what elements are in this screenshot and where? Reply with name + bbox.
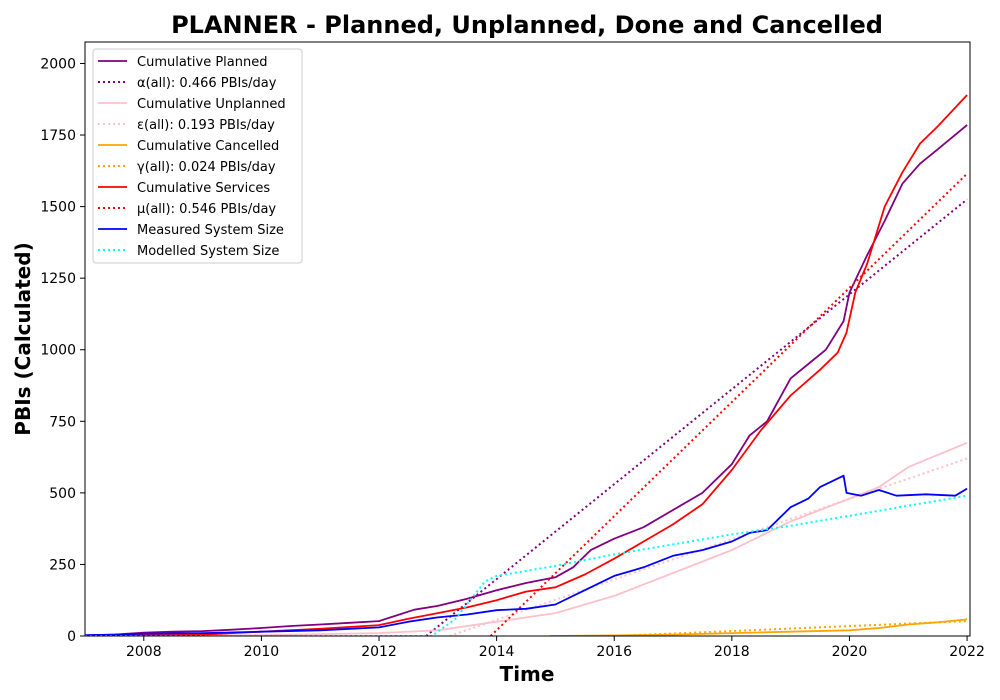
y-tick-label: 1750 — [40, 128, 76, 144]
legend-label: μ(all): 0.546 PBIs/day — [137, 202, 276, 217]
y-tick-label: 250 — [49, 557, 76, 573]
series-line-8 — [85, 474, 968, 636]
legend-label: Cumulative Unplanned — [137, 97, 286, 112]
legend: Cumulative Planned α(all): 0.466 PBIs/day… — [92, 48, 303, 264]
series-line-6 — [85, 94, 968, 636]
series-line-7 — [490, 172, 968, 636]
legend-label: Modelled System Size — [137, 244, 279, 259]
x-tick-label: 2010 — [244, 644, 280, 660]
legend-label: α(all): 0.466 PBIs/day — [137, 76, 277, 91]
legend-label: Measured System Size — [137, 223, 284, 238]
x-tick-label: 2022 — [949, 644, 985, 660]
legend-label: γ(all): 0.024 PBIs/day — [137, 160, 276, 175]
series-line-2 — [85, 441, 968, 636]
legend-label: ε(all): 0.193 PBIs/day — [137, 118, 275, 133]
series-line-1 — [425, 198, 968, 636]
x-tick-label: 2014 — [479, 644, 515, 660]
legend-label: Cumulative Services — [137, 181, 270, 196]
y-axis: 0 250 500 750 1000 1250 1500 1750 2000 — [40, 56, 85, 645]
y-tick-label: 750 — [49, 414, 76, 430]
x-tick-label: 2008 — [126, 644, 162, 660]
y-axis-label: PBIs (Calculated) — [11, 242, 35, 435]
series-line-0 — [85, 124, 968, 636]
legend-label: Cumulative Cancelled — [137, 139, 279, 154]
x-axis: 2008 2010 2012 2014 2016 2018 2020 2022 — [126, 636, 985, 660]
series-line-9 — [85, 494, 968, 636]
series-line-5 — [614, 620, 968, 636]
y-tick-label: 2000 — [40, 56, 76, 72]
axes-frame — [84, 41, 971, 637]
chart-title: PLANNER - Planned, Unplanned, Done and C… — [171, 11, 883, 39]
x-tick-label: 2016 — [596, 644, 632, 660]
series-line-4 — [549, 618, 968, 636]
y-tick-label: 500 — [49, 486, 76, 502]
plot-area — [85, 94, 968, 636]
y-tick-label: 1500 — [40, 200, 76, 216]
legend-label: Cumulative Planned — [137, 55, 267, 70]
series-line-3 — [449, 457, 968, 636]
x-tick-label: 2020 — [832, 644, 868, 660]
y-tick-label: 0 — [67, 629, 76, 645]
legend-box — [92, 48, 303, 264]
x-axis-label: Time — [500, 662, 555, 686]
y-tick-label: 1250 — [40, 271, 76, 287]
y-tick-label: 1000 — [40, 343, 76, 359]
x-tick-label: 2012 — [361, 644, 397, 660]
x-tick-label: 2018 — [714, 644, 750, 660]
